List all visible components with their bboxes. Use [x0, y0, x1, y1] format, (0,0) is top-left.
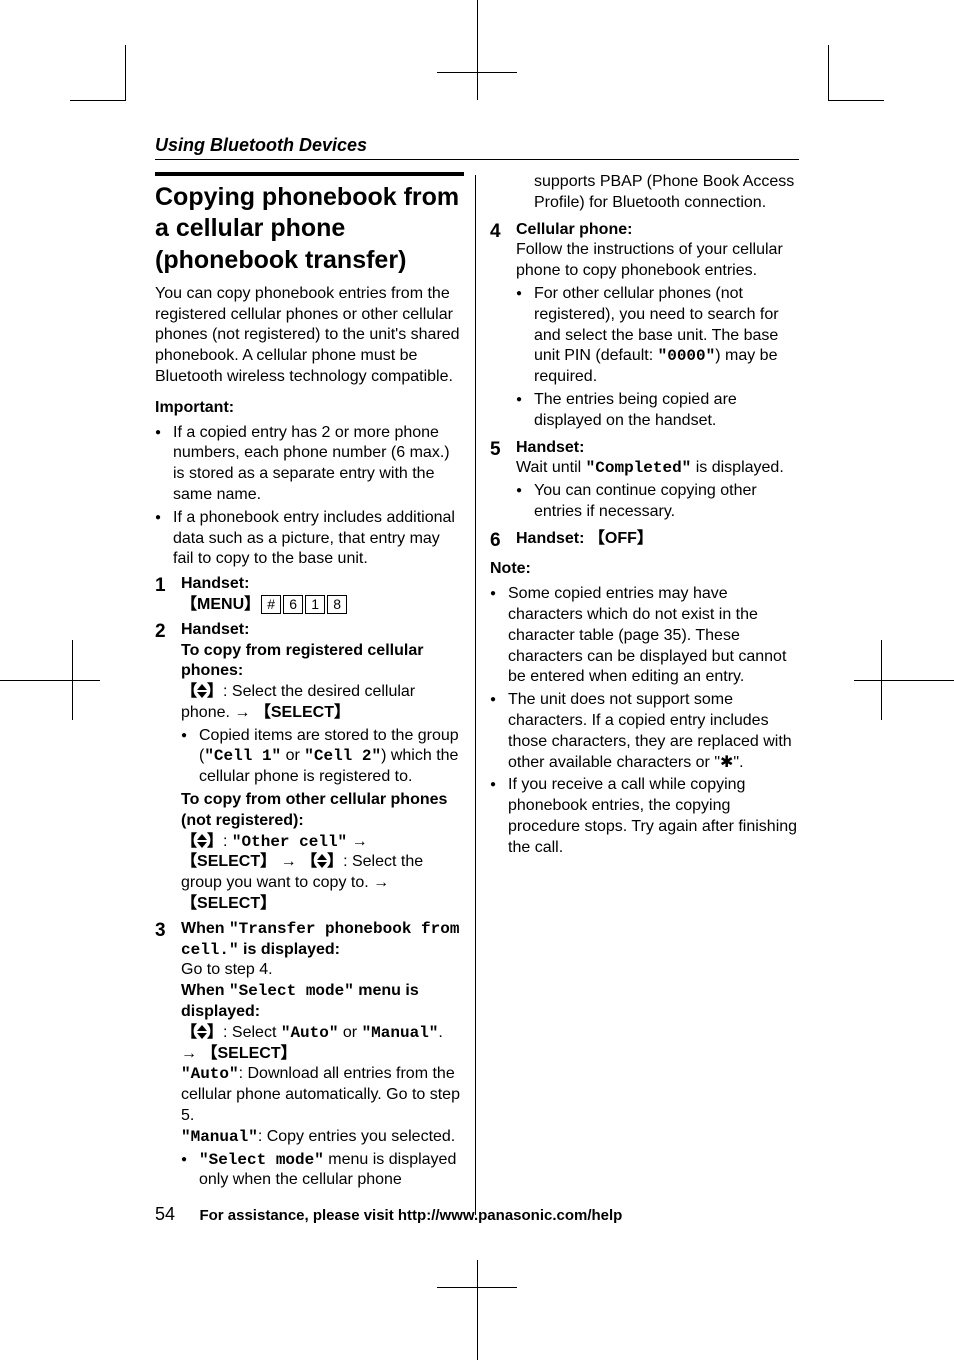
list-item: For other cellular phones (not registere… [516, 284, 799, 388]
select-button: 【SELECT】 [255, 704, 350, 721]
step-text: Go to step 4. [181, 961, 273, 978]
reg-mark [0, 680, 100, 681]
step-number: 4 [490, 220, 516, 434]
note-label: Note: [490, 559, 799, 580]
step-body: Handset: 【MENU】#618 [181, 574, 464, 616]
column-divider [475, 175, 476, 1215]
step-body: Handset: 【OFF】 [516, 529, 799, 554]
step-body: Handset: To copy from registered cellula… [181, 620, 464, 915]
step-text: Follow the instructions of your cellular… [516, 241, 783, 279]
content-area: Using Bluetooth Devices Copying phoneboo… [155, 135, 799, 1225]
select-button: 【SELECT】 [201, 1045, 296, 1062]
arrow-icon: → [234, 704, 250, 721]
step-text: : Select [223, 1024, 281, 1041]
page-number: 54 [155, 1204, 195, 1225]
reg-mark [477, 1260, 478, 1360]
nav-icon: 【】 [181, 1023, 223, 1044]
section-title: Using Bluetooth Devices [155, 135, 799, 160]
step-number: 5 [490, 438, 516, 525]
list-item: If a phonebook entry includes additional… [155, 508, 464, 570]
nav-icon: 【】 [301, 852, 343, 873]
help-text: For assistance, please visit http://www.… [199, 1207, 622, 1224]
step-body: Handset: Wait until "Completed" is displ… [516, 438, 799, 525]
step-text: Wait until "Completed" is displayed. [516, 459, 784, 476]
reg-mark [72, 640, 73, 720]
arrow-icon: → [373, 874, 389, 891]
key-1: 1 [305, 595, 325, 614]
notes-list: Some copied entries may have characters … [490, 584, 799, 858]
when-label: When "Select mode" menu is displayed: [181, 982, 419, 1020]
list-item: Copied items are stored to the group ("C… [181, 726, 464, 788]
page-footer: 54 For assistance, please visit http://w… [155, 1204, 799, 1225]
page-heading: Copying phonebook from a cellular phone … [155, 172, 464, 276]
list-item: If you receive a call while copying phon… [490, 775, 799, 858]
nav-icon: 【】 [181, 682, 223, 703]
key-hash: # [261, 595, 281, 614]
key-8: 8 [327, 595, 347, 614]
intro-text: You can copy phonebook entries from the … [155, 284, 464, 388]
auto-def: "Auto": Download all entries from the ce… [181, 1065, 460, 1124]
list-item: The entries being copied are displayed o… [516, 390, 799, 432]
nav-icon: 【】 [181, 832, 223, 853]
select-button: 【SELECT】 [181, 895, 276, 912]
list-item: You can continue copying other entries i… [516, 481, 799, 523]
manual-def: "Manual": Copy entries you selected. [181, 1128, 455, 1145]
list-item: The unit does not support some character… [490, 690, 799, 773]
step-body: Cellular phone: Follow the instructions … [516, 220, 799, 434]
reg-mark [881, 640, 882, 720]
step-6: 6 Handset: 【OFF】 [490, 529, 799, 554]
list-item: If a copied entry has 2 or more phone nu… [155, 423, 464, 506]
reg-mark [437, 72, 517, 73]
when-label: When "Transfer phonebook from cell." is … [181, 920, 459, 958]
step-label: Cellular phone: [516, 221, 632, 238]
step-4: 4 Cellular phone: Follow the instruction… [490, 220, 799, 434]
crop-mark [70, 45, 126, 101]
manual-page: Using Bluetooth Devices Copying phoneboo… [0, 0, 954, 1360]
arrow-icon: → [181, 1045, 197, 1062]
step-label: Handset: [181, 621, 249, 638]
crop-mark [828, 45, 884, 101]
important-label: Important: [155, 398, 464, 419]
step-number: 6 [490, 529, 516, 554]
arrow-icon: → [352, 833, 368, 850]
reg-mark [854, 680, 954, 681]
text-columns: Copying phonebook from a cellular phone … [155, 172, 799, 1212]
step-5: 5 Handset: Wait until "Completed" is dis… [490, 438, 799, 525]
other-cell-text: "Other cell" [232, 833, 347, 851]
step-1: 1 Handset: 【MENU】#618 [155, 574, 464, 616]
list-item: Some copied entries may have characters … [490, 584, 799, 688]
step-label: Handset: [181, 575, 249, 592]
step-number: 1 [155, 574, 181, 616]
reg-mark [437, 1287, 517, 1288]
step-number: 2 [155, 620, 181, 915]
step-label: Handset: [516, 439, 584, 456]
off-button: 【OFF】 [589, 530, 653, 547]
arrow-icon: → [281, 853, 297, 870]
sub-label: To copy from registered cellular phones: [181, 642, 423, 680]
menu-button: 【MENU】 [181, 596, 260, 613]
step-2: 2 Handset: To copy from registered cellu… [155, 620, 464, 915]
step-label: Handset: [516, 530, 589, 547]
reg-mark [477, 0, 478, 100]
key-6: 6 [283, 595, 303, 614]
sub-label: To copy from other cellular phones (not … [181, 791, 447, 829]
select-button: 【SELECT】 [181, 853, 276, 870]
important-list: If a copied entry has 2 or more phone nu… [155, 423, 464, 571]
